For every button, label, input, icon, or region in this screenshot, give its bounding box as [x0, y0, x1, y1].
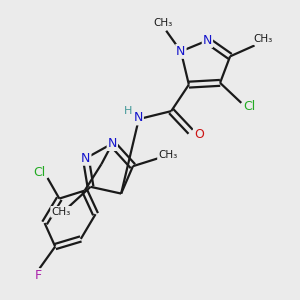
Text: CH₃: CH₃: [153, 18, 172, 28]
Text: CH₃: CH₃: [253, 34, 272, 44]
Text: N: N: [176, 45, 186, 58]
Text: N: N: [134, 111, 143, 124]
Text: Cl: Cl: [33, 166, 45, 178]
Text: CH₃: CH₃: [51, 207, 70, 217]
Text: N: N: [81, 152, 91, 165]
Text: CH₃: CH₃: [158, 150, 177, 160]
Text: F: F: [34, 269, 42, 282]
Text: N: N: [203, 34, 212, 47]
Text: Cl: Cl: [243, 100, 256, 113]
Text: H: H: [123, 106, 132, 116]
Text: N: N: [108, 137, 117, 150]
Text: O: O: [194, 128, 204, 141]
